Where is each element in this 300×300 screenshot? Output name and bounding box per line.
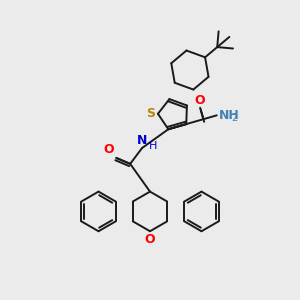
Text: O: O (195, 94, 206, 107)
Text: S: S (146, 107, 155, 120)
Text: O: O (104, 143, 114, 156)
Text: H: H (149, 141, 158, 151)
Text: 2: 2 (232, 113, 238, 123)
Text: NH: NH (219, 109, 239, 122)
Text: O: O (145, 233, 155, 246)
Text: N: N (137, 134, 147, 147)
